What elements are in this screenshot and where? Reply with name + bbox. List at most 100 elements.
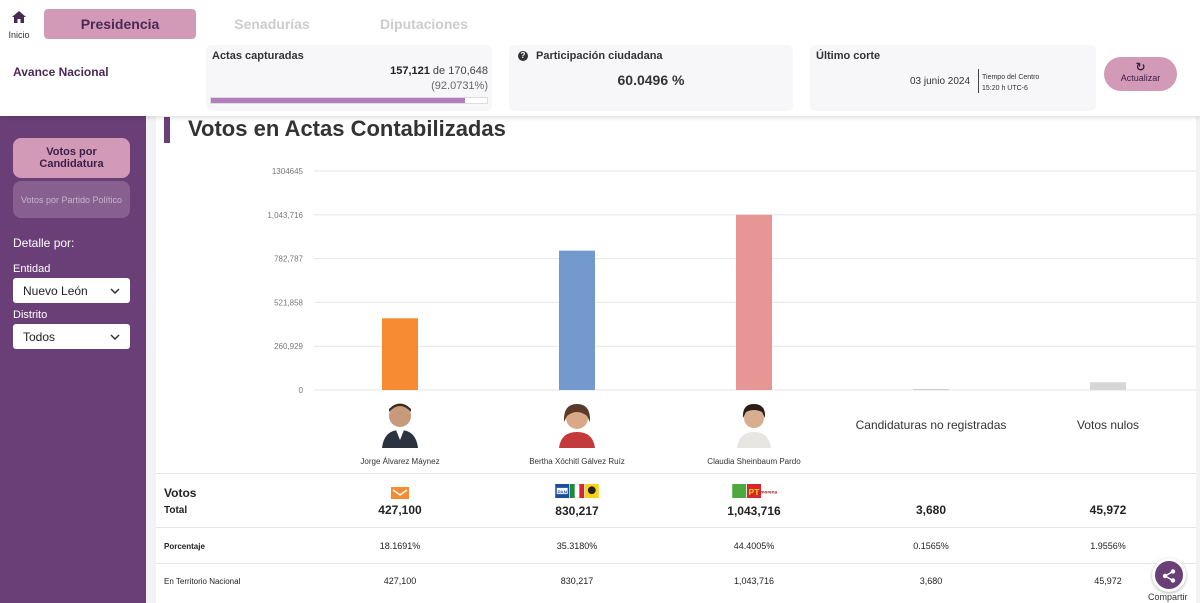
divider [978, 69, 979, 93]
territorio-label: En Territorio Nacional [164, 577, 241, 586]
actualizar-label: Actualizar [1120, 73, 1161, 83]
chevron-down-icon [110, 287, 120, 294]
home-button[interactable]: Inicio [7, 10, 31, 40]
bar-5[interactable] [1090, 382, 1126, 390]
actas-progress-fill [211, 98, 466, 103]
share-button[interactable] [1152, 558, 1186, 592]
distrito-value: Todos [23, 329, 56, 344]
actas-percent: (92.0731%) [431, 80, 488, 92]
avance-nacional-label: Avance Nacional [13, 65, 109, 79]
actas-title: Actas capturadas [212, 50, 304, 62]
actualizar-button[interactable]: ↻ Actualizar [1104, 57, 1177, 91]
percent-cell: 0.1565% [913, 541, 949, 551]
candidate-3: Claudia Sheinbaum Pardo [669, 400, 839, 466]
mc-logo-icon [391, 487, 409, 499]
bar-4[interactable] [913, 389, 949, 390]
candidate-1: Jorge Álvarez Máynez [315, 400, 485, 466]
home-icon [12, 11, 26, 23]
help-icon[interactable]: ? [518, 51, 528, 61]
candidate-2: Bertha Xóchitl Gálvez Ruíz [492, 400, 662, 466]
main-panel: Votos en Actas Contabilizadas 0 260,929 52… [156, 108, 1196, 603]
y-tick-label: 1,043,716 [267, 211, 303, 220]
territorio-cell: 1,043,716 [733, 576, 775, 586]
table-row-total: Votos Total PAN PT morena 427,100 830,217… [156, 473, 1196, 527]
home-label: Inicio [8, 30, 30, 40]
distrito-label: Distrito [13, 309, 48, 321]
total-cell: 1,043,716 [727, 504, 781, 518]
table-row-porcentaje: Porcentaje 18.1691% 35.3180% 44.4005% 0.… [156, 527, 1196, 563]
territorio-cell: 830,217 [560, 576, 594, 586]
top-bar: Inicio Presidencia Senadurías Diputacion… [0, 0, 1200, 116]
section-accent [164, 117, 170, 143]
actas-card: Actas capturadas 157,121 de 170,648 (92.… [206, 45, 492, 111]
votos-por-partido-button[interactable]: Votos por Partido Político [13, 181, 130, 218]
candidate-name: Bertha Xóchitl Gálvez Ruíz [529, 457, 625, 466]
y-tick-label: 260,929 [274, 342, 303, 351]
share-label: Compartir [1148, 592, 1188, 602]
y-tick-label: 1304645 [272, 167, 304, 176]
territorio-cell: 427,100 [383, 576, 417, 586]
detalle-label: Detalle por: [13, 236, 75, 250]
y-tick-label: 521,858 [274, 298, 303, 307]
participacion-card: ? Participación ciudadana 60.0496 % [509, 45, 793, 111]
total-cell: 3,680 [915, 503, 947, 517]
party-logos-mc [315, 486, 485, 500]
total-label: Total [164, 505, 188, 516]
entidad-label: Entidad [13, 263, 51, 275]
party-logos-shh: PT morena [669, 484, 839, 498]
corte-date: 03 junio 2024 [910, 76, 971, 87]
verde-pt-morena-logo-icon: PT morena [732, 484, 778, 498]
distrito-select[interactable]: Todos [13, 324, 130, 349]
entidad-select[interactable]: Nuevo León [13, 278, 130, 303]
avatar [737, 404, 771, 448]
participacion-title: Participación ciudadana [536, 50, 663, 62]
ultimo-corte-card: Último corte 03 junio 2024 Tiempo del Ce… [810, 45, 1096, 111]
actas-count: 157,121 de 170,648 [390, 65, 488, 77]
bar-3[interactable] [736, 214, 772, 390]
participacion-value: 60.0496 % [617, 72, 685, 88]
entidad-value: Nuevo León [23, 283, 88, 298]
percent-cell: 35.3180% [556, 541, 598, 551]
share-icon [1162, 568, 1176, 583]
corte-timezone: Tiempo del Centro 15:20 h UTC-6 [982, 74, 1040, 92]
corte-title: Último corte [816, 50, 881, 62]
table-row-territorio: En Territorio Nacional 427,100 830,217 1… [156, 563, 1196, 599]
refresh-icon: ↻ [1135, 60, 1146, 74]
bar-1[interactable] [382, 318, 418, 390]
actas-progress-bar [210, 97, 488, 104]
avatar [382, 403, 418, 448]
section-title: Votos en Actas Contabilizadas [188, 116, 506, 141]
no-registradas-label: Candidaturas no registradas [855, 418, 1007, 432]
percent-cell: 18.1691% [379, 541, 421, 551]
total-cell: 45,972 [1089, 503, 1127, 517]
total-cell: 830,217 [555, 504, 599, 518]
election-tabs: Presidencia Senadurías Diputaciones [44, 9, 500, 39]
chevron-down-icon [110, 333, 120, 340]
svg-text:PT: PT [749, 487, 761, 497]
tab-senadurias[interactable]: Senadurías [234, 16, 310, 32]
tab-diputaciones[interactable]: Diputaciones [380, 16, 468, 32]
bar-2[interactable] [559, 250, 595, 390]
svg-text:morena: morena [760, 489, 777, 494]
candidate-name: Claudia Sheinbaum Pardo [707, 457, 801, 466]
territorio-cell: 3,680 [919, 576, 943, 586]
y-tick-label: 0 [299, 386, 304, 395]
votos-nulos-label: Votos nulos [1076, 418, 1140, 432]
territorio-cell: 45,972 [1094, 576, 1122, 586]
pan-pri-prd-logo-icon: PAN [555, 484, 599, 498]
porcentaje-label: Porcentaje [164, 542, 205, 551]
votes-bar-chart: 0 260,929 521,858 782,787 1,043,716 1304645 [267, 167, 1196, 395]
avatar [559, 404, 595, 448]
percent-cell: 1.9556% [1090, 541, 1126, 551]
y-tick-label: 782,787 [274, 255, 303, 264]
results-table: Votos Total PAN PT morena 427,100 830,217… [156, 473, 1196, 599]
percent-cell: 44.4005% [733, 541, 775, 551]
sidebar: Votos emitidos Votos por Candidatura Vot… [0, 108, 146, 603]
total-cell: 427,100 [378, 503, 422, 517]
svg-text:PAN: PAN [557, 489, 567, 494]
votos-por-candidatura-button[interactable]: Votos por Candidatura [13, 138, 130, 178]
party-logos-fuerza: PAN [492, 484, 662, 498]
votos-label: Votos [164, 486, 197, 500]
tab-presidencia[interactable]: Presidencia [44, 9, 196, 39]
candidate-name: Jorge Álvarez Máynez [360, 457, 440, 466]
